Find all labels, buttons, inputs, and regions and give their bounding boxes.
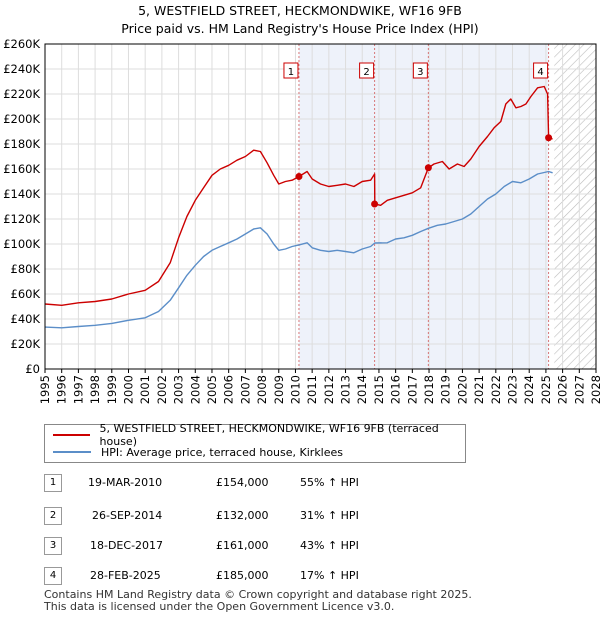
x-tick-label: 2006 (222, 375, 236, 404)
x-tick-label: 2012 (322, 375, 336, 404)
transaction-date: 18-DEC-2017 (90, 539, 164, 552)
legend-swatch-property (53, 434, 90, 436)
y-tick-label: £240K (3, 62, 40, 76)
x-tick-label: 2004 (188, 375, 202, 404)
x-tick-label: 2025 (539, 375, 553, 404)
y-tick-label: £40K (11, 312, 41, 326)
transaction-date: 26-SEP-2014 (92, 509, 163, 522)
x-tick-label: 2020 (455, 375, 469, 404)
x-tick-label: 2010 (288, 375, 302, 404)
y-tick-label: £120K (3, 212, 40, 226)
x-tick-label: 2015 (372, 375, 386, 404)
transaction-number: 1 (44, 474, 62, 492)
plot-frame (44, 43, 597, 370)
transaction-date: 19-MAR-2010 (88, 476, 163, 489)
x-tick-label: 1999 (105, 375, 119, 404)
x-tick-label: 2024 (522, 375, 536, 404)
x-tick-label: 2019 (439, 375, 453, 404)
x-tick-label: 2000 (121, 375, 135, 404)
y-tick-label: £140K (3, 187, 40, 201)
x-tick-label: 2008 (255, 375, 269, 404)
sale-marker-label: 2 (363, 67, 369, 78)
transaction-row: 2 26-SEP-2014 £132,000 31% ↑ HPI (44, 507, 564, 527)
legend-swatch-hpi (53, 451, 91, 453)
x-tick-label: 2002 (155, 375, 169, 404)
x-tick-label: 2027 (572, 375, 586, 404)
chart-legend: 5, WESTFIELD STREET, HECKMONDWIKE, WF16 … (44, 422, 466, 463)
transaction-price: £161,000 (216, 539, 269, 552)
transaction-hpi: 55% ↑ HPI (300, 476, 359, 489)
x-tick-label: 2018 (422, 375, 436, 404)
x-tick-label: 2021 (472, 375, 486, 404)
x-tick-label: 1996 (55, 375, 69, 404)
y-tick-label: £160K (3, 162, 40, 176)
chart-title: 5, WESTFIELD STREET, HECKMONDWIKE, WF16 … (138, 3, 462, 18)
copyright-text: Contains HM Land Registry data © Crown c… (44, 588, 472, 601)
x-tick-label: 1997 (71, 375, 85, 404)
y-tick-label: £260K (3, 37, 40, 51)
transaction-price: £185,000 (216, 569, 269, 582)
transaction-number: 2 (44, 507, 62, 525)
sale-point (545, 134, 553, 142)
sale-point (295, 173, 303, 180)
x-tick-label: 2003 (172, 375, 186, 404)
transaction-row: 1 19-MAR-2010 £154,000 55% ↑ HPI (44, 474, 564, 494)
series-line (44, 85, 553, 306)
x-tick-label: 2011 (305, 375, 319, 404)
transaction-price: £154,000 (216, 476, 269, 489)
legend-item-property: 5, WESTFIELD STREET, HECKMONDWIKE, WF16 … (53, 422, 465, 448)
y-tick-label: £80K (11, 262, 41, 276)
x-tick-label: 2022 (489, 375, 503, 404)
series-line (44, 170, 553, 329)
sale-period-band (298, 44, 549, 369)
sale-point (371, 200, 379, 208)
x-tick-label: 2013 (339, 375, 353, 404)
x-tick-label: 2028 (589, 375, 600, 404)
legend-label-hpi: HPI: Average price, terraced house, Kirk… (101, 445, 344, 459)
transaction-hpi: 43% ↑ HPI (300, 539, 359, 552)
sale-marker-label: 4 (537, 67, 543, 78)
y-tick-label: £100K (3, 237, 40, 251)
legend-label-property: 5, WESTFIELD STREET, HECKMONDWIKE, WF16 … (99, 422, 439, 448)
transaction-number: 4 (44, 567, 62, 585)
licence-text: This data is licensed under the Open Gov… (44, 600, 395, 613)
x-tick-label: 2005 (205, 375, 219, 404)
x-tick-label: 1995 (38, 375, 52, 404)
sale-marker-box (359, 62, 375, 79)
price-chart: £0 £20K £40K £60K £80K £100K £120K £140K £160K £1… (3, 37, 600, 404)
x-tick-label: 2014 (355, 375, 369, 404)
sale-marker-box (283, 62, 299, 79)
transaction-hpi: 31% ↑ HPI (300, 509, 359, 522)
x-tick-label: 1998 (88, 375, 102, 404)
sale-marker-box (533, 62, 549, 79)
transaction-price: £132,000 (216, 509, 269, 522)
y-tick-label: £200K (3, 112, 40, 126)
transaction-row: 4 28-FEB-2025 £185,000 17% ↑ HPI (44, 567, 564, 587)
sale-marker-box (412, 62, 428, 79)
y-tick-label: £180K (3, 137, 40, 151)
y-tick-label: £20K (11, 337, 41, 351)
x-tick-label: 2026 (556, 375, 570, 404)
x-tick-label: 2001 (138, 375, 152, 404)
x-tick-label: 2023 (506, 375, 520, 404)
x-tick-label: 2016 (389, 375, 403, 404)
transaction-date: 28-FEB-2025 (90, 569, 161, 582)
legend-item-hpi: HPI: Average price, terraced house, Kirk… (53, 444, 343, 460)
transaction-row: 3 18-DEC-2017 £161,000 43% ↑ HPI (44, 537, 564, 557)
x-tick-label: 2017 (405, 375, 419, 404)
x-tick-label: 2009 (272, 375, 286, 404)
transaction-hpi: 17% ↑ HPI (300, 569, 359, 582)
y-tick-label: £0 (25, 362, 40, 376)
sale-marker-label: 1 (288, 67, 294, 78)
chart-subtitle: Price paid vs. HM Land Registry's House … (121, 21, 479, 36)
x-tick-label: 2007 (238, 375, 252, 404)
footer-note: Contains HM Land Registry data © Crown c… (44, 589, 472, 613)
sale-marker-label: 3 (417, 67, 423, 78)
y-tick-label: £60K (11, 287, 41, 301)
y-tick-label: £220K (3, 87, 40, 101)
transaction-number: 3 (44, 537, 62, 555)
sale-point (424, 164, 432, 172)
forecast-region (554, 44, 596, 369)
